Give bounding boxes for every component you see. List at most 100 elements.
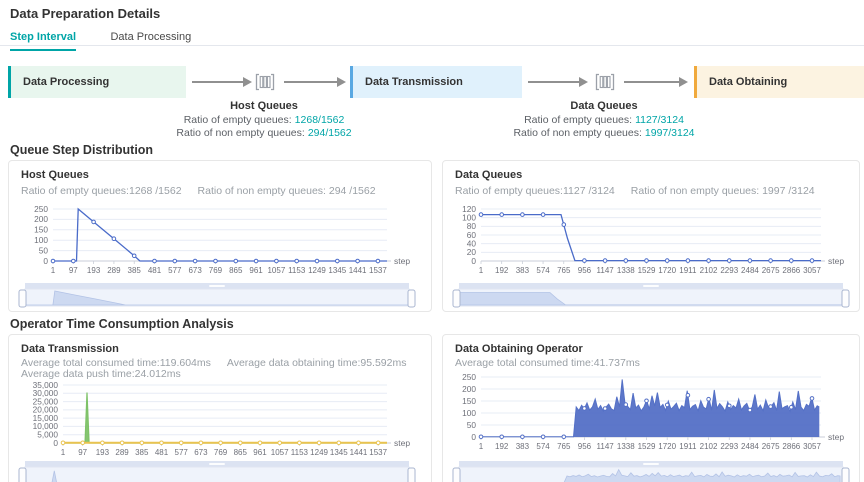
tab-data-processing[interactable]: Data Processing (110, 31, 192, 43)
svg-text:60: 60 (467, 230, 477, 240)
ratio-empty-line: Ratio of empty queues: 1127/3124 (492, 114, 716, 127)
svg-text:40: 40 (467, 238, 477, 248)
stage-label: Data Obtaining (709, 76, 788, 88)
ratio-label: Ratio of empty queues: (524, 114, 633, 126)
svg-text:574: 574 (536, 266, 550, 275)
svg-text:150: 150 (462, 396, 476, 406)
ratio-value: 1127/3124 (635, 114, 684, 126)
data-obtaining-operator-datazoom-slider[interactable] (451, 461, 851, 482)
data-transmission-datazoom-slider[interactable] (17, 461, 417, 482)
flow-arrow-icon (192, 77, 252, 87)
data-obtaining-operator-chart: 0 50 100 150 200 250 1 192 383 574 765 956 1147 1338 1… (451, 369, 851, 462)
flow-arrow-icon (624, 77, 688, 87)
tab-step-interval[interactable]: Step Interval (10, 31, 77, 51)
tab-divider (0, 45, 864, 46)
svg-text:97: 97 (78, 448, 87, 457)
avg-push-text: Average data push time:24.012ms (21, 368, 181, 380)
svg-text:25,000: 25,000 (33, 396, 59, 406)
svg-text:1249: 1249 (308, 266, 326, 275)
svg-text:577: 577 (175, 448, 189, 457)
svg-text:1: 1 (51, 266, 56, 275)
ratio-value: 1997/3124 (644, 127, 695, 139)
svg-text:250: 250 (34, 204, 48, 214)
queue-title: Data Queues (570, 100, 638, 112)
svg-text:1720: 1720 (658, 266, 676, 275)
card-subtitle: Average total consumed time:41.737ms (455, 357, 640, 369)
svg-text:1057: 1057 (271, 448, 289, 457)
svg-text:80: 80 (467, 221, 477, 231)
page-title: Data Preparation Details (10, 6, 161, 21)
host-queue-icon (255, 73, 275, 91)
svg-text:1249: 1249 (310, 448, 328, 457)
svg-text:2293: 2293 (720, 266, 738, 275)
svg-text:50: 50 (39, 245, 49, 255)
svg-text:193: 193 (87, 266, 101, 275)
data-transmission-chart: 0 5,000 10,000 15,000 20,000 25,000 30,000 35,0… (17, 379, 417, 466)
svg-text:481: 481 (155, 448, 169, 457)
stage-data-processing: Data Processing (8, 66, 186, 98)
ratio-label: Ratio of non empty queues: (176, 127, 305, 139)
svg-text:5,000: 5,000 (37, 430, 58, 440)
svg-text:100: 100 (462, 408, 476, 418)
data-queues-datazoom-slider[interactable] (451, 283, 851, 314)
svg-text:1720: 1720 (658, 442, 676, 451)
card-subtitle: Average total consumed time:119.604ms Ave… (21, 357, 406, 369)
data-queues-chart: 0 20 40 60 80 100 120 1 192 383 574 765 956 1147 1338 1… (451, 201, 851, 286)
svg-text:865: 865 (229, 266, 243, 275)
svg-text:577: 577 (168, 266, 182, 275)
svg-text:0: 0 (471, 432, 476, 442)
svg-text:35,000: 35,000 (33, 380, 59, 390)
svg-text:673: 673 (194, 448, 208, 457)
svg-text:289: 289 (115, 448, 129, 457)
svg-text:385: 385 (128, 266, 142, 275)
svg-text:1345: 1345 (328, 266, 346, 275)
svg-text:1147: 1147 (597, 266, 615, 275)
svg-text:1537: 1537 (369, 266, 387, 275)
card-title: Data Obtaining Operator (455, 343, 583, 355)
ratio-nonempty-text: Ratio of non empty queues: 1997 /3124 (630, 185, 815, 197)
svg-text:1: 1 (479, 266, 484, 275)
ratio-value: 294/1562 (307, 127, 352, 139)
ratio-label: Ratio of non empty queues: (513, 127, 642, 139)
svg-text:956: 956 (578, 442, 592, 451)
card-title: Host Queues (21, 169, 89, 181)
svg-text:0: 0 (471, 256, 476, 266)
svg-text:2866: 2866 (782, 266, 800, 275)
svg-text:150: 150 (34, 225, 48, 235)
data-obtaining-operator-card: Data Obtaining Operator Average total co… (442, 334, 860, 482)
svg-text:956: 956 (578, 266, 592, 275)
svg-text:481: 481 (148, 266, 162, 275)
flow-arrow-icon (284, 77, 346, 87)
stage-label: Data Transmission (365, 76, 463, 88)
card-subtitle-line2: Average data push time:24.012ms (21, 368, 181, 380)
stage-label: Data Processing (23, 76, 110, 88)
ratio-nonempty-line: Ratio of non empty queues: 294/1562 (152, 127, 376, 140)
svg-text:1911: 1911 (679, 442, 697, 451)
svg-text:2675: 2675 (762, 266, 780, 275)
svg-text:2866: 2866 (782, 442, 800, 451)
svg-text:3057: 3057 (803, 266, 821, 275)
svg-text:2102: 2102 (700, 266, 718, 275)
svg-text:97: 97 (69, 266, 78, 275)
data-queues-card: Data Queues Ratio of empty queues:1127 /… (442, 160, 860, 312)
tab-bar: Step Interval Data Processing (10, 27, 221, 51)
svg-text:100: 100 (462, 212, 476, 222)
svg-text:1529: 1529 (638, 442, 656, 451)
svg-text:15,000: 15,000 (33, 413, 59, 423)
card-subtitle: Ratio of empty queues:1268 /1562 Ratio of… (21, 185, 376, 197)
svg-text:1537: 1537 (369, 448, 387, 457)
host-queues-datazoom-slider[interactable] (17, 283, 417, 314)
ratio-nonempty-line: Ratio of non empty queues: 1997/3124 (492, 127, 716, 140)
avg-obtaining-text: Average data obtaining time:95.592ms (226, 357, 407, 369)
svg-text:1338: 1338 (617, 442, 635, 451)
section-title-operator-time: Operator Time Consumption Analysis (10, 317, 234, 331)
svg-text:200: 200 (462, 384, 476, 394)
svg-text:50: 50 (467, 420, 477, 430)
svg-text:100: 100 (34, 235, 48, 245)
svg-text:2102: 2102 (700, 442, 718, 451)
svg-text:1: 1 (61, 448, 66, 457)
svg-text:765: 765 (557, 266, 571, 275)
svg-text:383: 383 (516, 266, 530, 275)
svg-text:2484: 2484 (741, 442, 759, 451)
host-queues-chart: 0 50 100 150 200 250 1 97 193 289 385 481 577 673 769 8… (17, 201, 417, 286)
